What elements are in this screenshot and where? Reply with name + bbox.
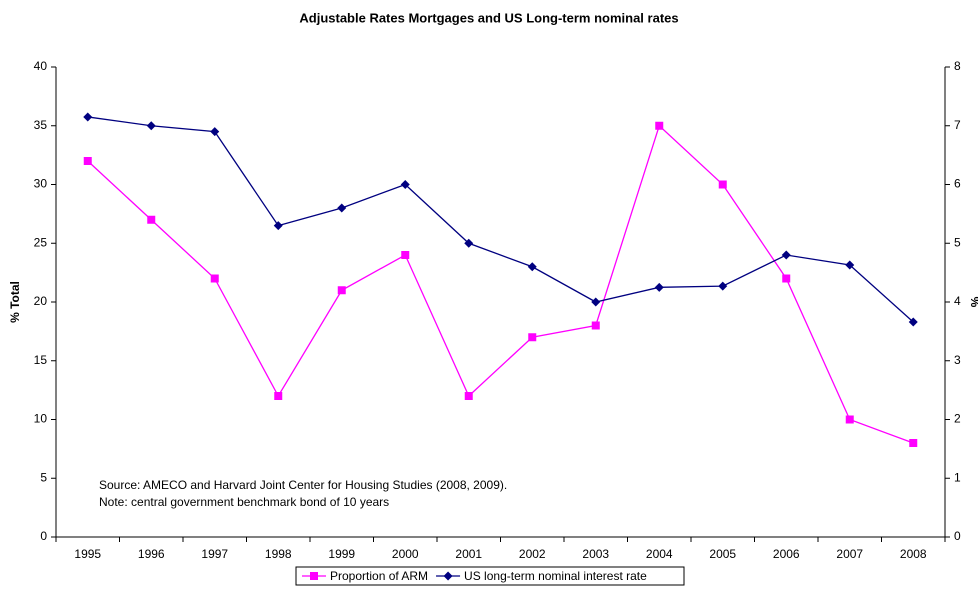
marker xyxy=(83,112,93,122)
y-tick-label: 20 xyxy=(34,294,48,308)
series-line xyxy=(87,124,914,444)
x-tick-label: 2000 xyxy=(392,547,419,561)
marker xyxy=(591,297,601,307)
y-tick-label: 30 xyxy=(34,177,48,191)
y-tick-label: 0 xyxy=(40,529,47,543)
x-tick-label: 2003 xyxy=(582,547,609,561)
marker xyxy=(274,392,283,400)
marker xyxy=(337,286,346,295)
marker xyxy=(845,260,855,270)
marker xyxy=(443,571,453,581)
x-tick-label: 2002 xyxy=(519,547,546,561)
marker xyxy=(401,251,410,259)
marker xyxy=(310,572,318,580)
legend-label: Proportion of ARM xyxy=(330,569,428,583)
x-tick-label: 1998 xyxy=(265,547,292,561)
legend: Proportion of ARM US long-term nominal in… xyxy=(295,566,685,586)
y2-tick-label: 1 xyxy=(954,470,961,484)
chart-title: Adjustable Rates Mortgages and US Long-t… xyxy=(299,10,678,25)
x-tick-label: 1996 xyxy=(138,547,165,561)
y2-tick-label: 3 xyxy=(954,353,961,367)
legend-box xyxy=(295,566,685,586)
marker xyxy=(146,121,156,131)
x-tick-label: 2001 xyxy=(455,547,482,561)
marker xyxy=(337,203,347,213)
marker xyxy=(273,221,283,231)
series-line xyxy=(87,116,914,323)
marker xyxy=(909,439,918,447)
marker xyxy=(210,127,220,137)
marker xyxy=(528,333,537,342)
y-tick-label: 15 xyxy=(34,353,48,367)
y2-tick-label: 7 xyxy=(954,118,961,132)
x-tick-label: 2005 xyxy=(709,547,736,561)
annotation: Note: central government benchmark bond … xyxy=(99,495,389,509)
x-tick-label: 1995 xyxy=(74,547,101,561)
marker xyxy=(527,262,537,272)
legend-label: US long-term nominal interest rate xyxy=(464,569,647,583)
y-tick-label: 35 xyxy=(34,118,48,132)
y2-tick-label: 8 xyxy=(954,59,961,73)
marker xyxy=(718,281,728,291)
y-tick-label: 10 xyxy=(34,412,48,426)
y-tick-label: 5 xyxy=(40,470,47,484)
x-tick-label: 1997 xyxy=(201,547,228,561)
marker xyxy=(908,317,918,327)
x-tick-label: 2008 xyxy=(900,547,927,561)
annotation: Source: AMECO and Harvard Joint Center f… xyxy=(99,478,507,492)
y2-tick-label: 5 xyxy=(954,235,961,249)
y2-tick-label: 2 xyxy=(954,412,961,426)
marker xyxy=(781,250,791,260)
marker xyxy=(464,392,473,400)
y2-axis-label: % xyxy=(968,297,978,308)
marker xyxy=(83,157,92,165)
marker xyxy=(782,274,791,283)
marker xyxy=(718,180,727,189)
y-axis-label: % Total xyxy=(8,281,22,323)
y2-tick-label: 4 xyxy=(954,294,961,308)
x-tick-label: 1999 xyxy=(328,547,355,561)
marker xyxy=(654,282,664,292)
y2-tick-label: 0 xyxy=(954,529,961,543)
marker xyxy=(210,274,219,283)
marker xyxy=(591,321,600,330)
y2-tick-label: 6 xyxy=(954,177,961,191)
marker xyxy=(655,121,664,130)
marker xyxy=(464,238,474,248)
x-tick-label: 2007 xyxy=(836,547,863,561)
x-tick-label: 2006 xyxy=(773,547,800,561)
marker xyxy=(147,215,156,224)
marker xyxy=(400,180,410,189)
y-tick-label: 25 xyxy=(34,235,48,249)
marker xyxy=(845,415,854,424)
y-tick-label: 40 xyxy=(34,59,48,73)
x-tick-label: 2004 xyxy=(646,547,673,561)
